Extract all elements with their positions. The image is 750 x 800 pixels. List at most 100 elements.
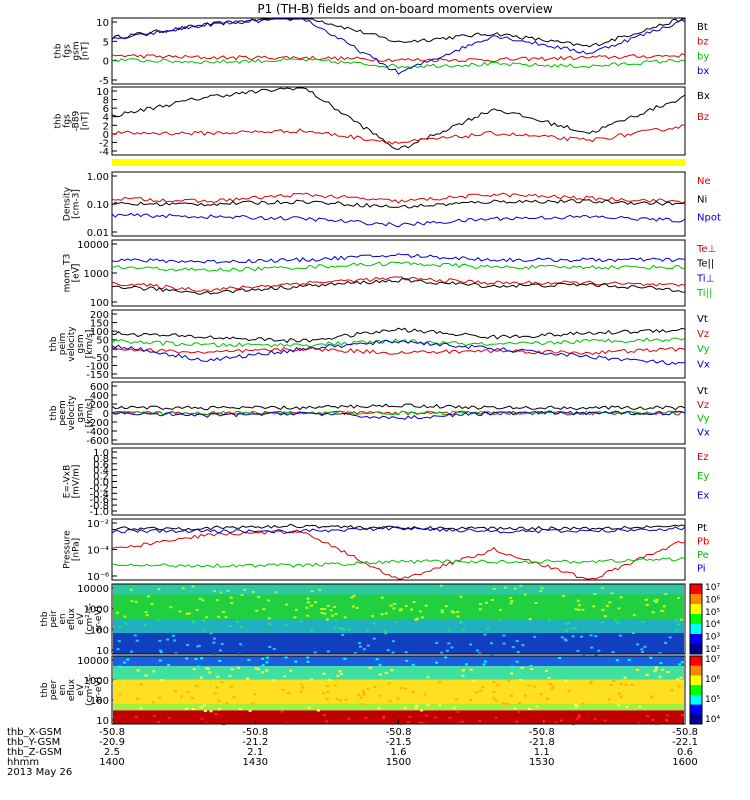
spectrogram-pixel xyxy=(664,641,668,644)
y-tick-label: 4 xyxy=(103,113,109,124)
y-tick-label: -5 xyxy=(99,76,109,87)
spectrogram-pixel xyxy=(336,675,340,678)
series-vt-line xyxy=(111,327,686,344)
spectrogram-pixel xyxy=(338,670,342,673)
spectrogram-band xyxy=(113,656,684,667)
legend-label: Vz xyxy=(697,400,709,411)
colorbar-segment xyxy=(690,665,702,676)
spectrogram-pixel xyxy=(118,626,122,629)
spectrogram-pixel xyxy=(192,621,196,624)
spectrogram-pixel xyxy=(358,645,362,648)
y-tick-label: 10000 xyxy=(77,240,109,251)
spectrogram-pixel xyxy=(438,704,442,707)
spectrogram-pixel xyxy=(410,608,414,611)
spectrogram-pixel xyxy=(548,619,552,622)
spectrogram-pixel xyxy=(594,653,598,656)
spectrogram-pixel xyxy=(461,674,465,677)
footer-value: 1530 xyxy=(529,757,554,768)
spectrogram-pixel xyxy=(576,599,580,602)
spectrogram-pixel xyxy=(414,618,418,621)
spectrogram-pixel xyxy=(601,621,605,624)
spectrogram-pixel xyxy=(213,692,217,695)
spectrogram-pixel xyxy=(483,633,487,636)
spectrogram-pixel xyxy=(380,613,384,616)
panel-4: 10000 1000 100 mom_T3[eV] Te⊥ Te|| Ti⊥ Ti|| xyxy=(63,239,716,309)
spectrogram-pixel xyxy=(219,591,223,594)
spectrogram-pixel xyxy=(316,709,320,712)
spectrogram-pixel xyxy=(218,649,222,652)
spectrogram-pixel xyxy=(469,643,473,646)
spectrogram-pixel xyxy=(257,668,261,671)
spectrogram-pixel xyxy=(118,665,122,668)
y-tick-label: 1.0 xyxy=(93,448,109,459)
spectrogram-pixel xyxy=(215,686,219,689)
spectrogram-pixel xyxy=(506,702,510,705)
spectrogram-pixel xyxy=(139,683,143,686)
spectrogram-pixel xyxy=(366,644,370,647)
spectrogram-pixel xyxy=(167,717,171,720)
spectrogram-frame xyxy=(111,583,686,655)
legend-label: Vx xyxy=(697,359,710,370)
spectrogram-pixel xyxy=(200,657,204,660)
spectrogram-pixel xyxy=(145,614,149,617)
spectrogram-pixel xyxy=(217,699,221,702)
spectrogram-pixel xyxy=(655,598,659,601)
spectrogram-pixel xyxy=(159,651,163,654)
spectrogram-pixel xyxy=(601,608,605,611)
spectrogram-pixel xyxy=(307,706,311,709)
spectrogram-pixel xyxy=(158,639,162,642)
spectrogram-pixel xyxy=(361,690,365,693)
spectrogram-pixel xyxy=(551,685,555,688)
spectrogram-pixel xyxy=(486,627,490,630)
spectrogram-pixel xyxy=(226,589,230,592)
y-tick-label: -50 xyxy=(93,353,109,364)
y-axis-label: thbpeimvelocitygsm[km/s] xyxy=(49,326,95,362)
spectrogram-pixel xyxy=(323,607,327,610)
colorbar-segment xyxy=(690,614,702,625)
spectrogram-pixel xyxy=(191,585,195,588)
spectrogram-pixel xyxy=(674,619,678,622)
spectrogram-pixel xyxy=(220,681,224,684)
spectrogram-pixel xyxy=(320,611,324,614)
spectrogram-pixel xyxy=(362,694,366,697)
spectrogram-pixel xyxy=(123,615,127,618)
spectrogram-pixel xyxy=(511,646,515,649)
spectrogram-pixel xyxy=(510,600,514,603)
spectrogram-pixel xyxy=(310,629,314,632)
spectrogram-pixel xyxy=(230,685,234,688)
spectrogram-pixel xyxy=(462,628,466,631)
legend-label: Bz xyxy=(697,112,709,123)
colorbar-label: 10⁶ xyxy=(705,595,720,605)
spectrogram-pixel xyxy=(217,615,221,618)
series-bx-line xyxy=(111,87,686,151)
y-tick-label: 10 xyxy=(96,646,109,657)
spectrogram-pixel xyxy=(468,698,472,701)
spectrogram-pixel xyxy=(616,621,620,624)
spectrogram-pixel xyxy=(333,626,337,629)
y-tick-label: 150 xyxy=(90,319,109,330)
y-tick-label: 10 xyxy=(96,716,109,727)
spectrogram-pixel xyxy=(655,666,659,669)
spectrogram-pixel xyxy=(564,622,568,625)
spectrogram-pixel xyxy=(280,710,284,713)
spectrogram-pixel xyxy=(199,676,203,679)
spectrogram-pixel xyxy=(560,636,564,639)
footer-value: 1600 xyxy=(672,757,697,768)
footer-value: 1430 xyxy=(243,757,268,768)
y-axis-label: mom_T3[eV] xyxy=(63,254,82,293)
panel-8: 10⁻² 10⁻⁴ 10⁻⁶ Pressure[nPa] Pt Pb Pe Pi xyxy=(63,518,709,583)
spectrogram-pixel xyxy=(171,634,175,637)
spectrogram-pixel xyxy=(334,619,338,622)
spectrogram-pixel xyxy=(306,597,310,600)
spectrogram-pixel xyxy=(641,620,645,623)
spectrogram-pixel xyxy=(293,616,297,619)
spectrogram-pixel xyxy=(603,719,607,722)
spectrogram-pixel xyxy=(571,635,575,638)
y-tick-label: 10000 xyxy=(77,584,109,595)
spectrogram-pixel xyxy=(267,617,271,620)
spectrogram-pixel xyxy=(440,651,444,654)
spectrogram-pixel xyxy=(157,721,161,724)
y-axis-label: thbfgsgsm[nT] xyxy=(54,41,91,60)
spectrogram-pixel xyxy=(677,685,681,688)
spectrogram-pixel xyxy=(464,663,468,666)
